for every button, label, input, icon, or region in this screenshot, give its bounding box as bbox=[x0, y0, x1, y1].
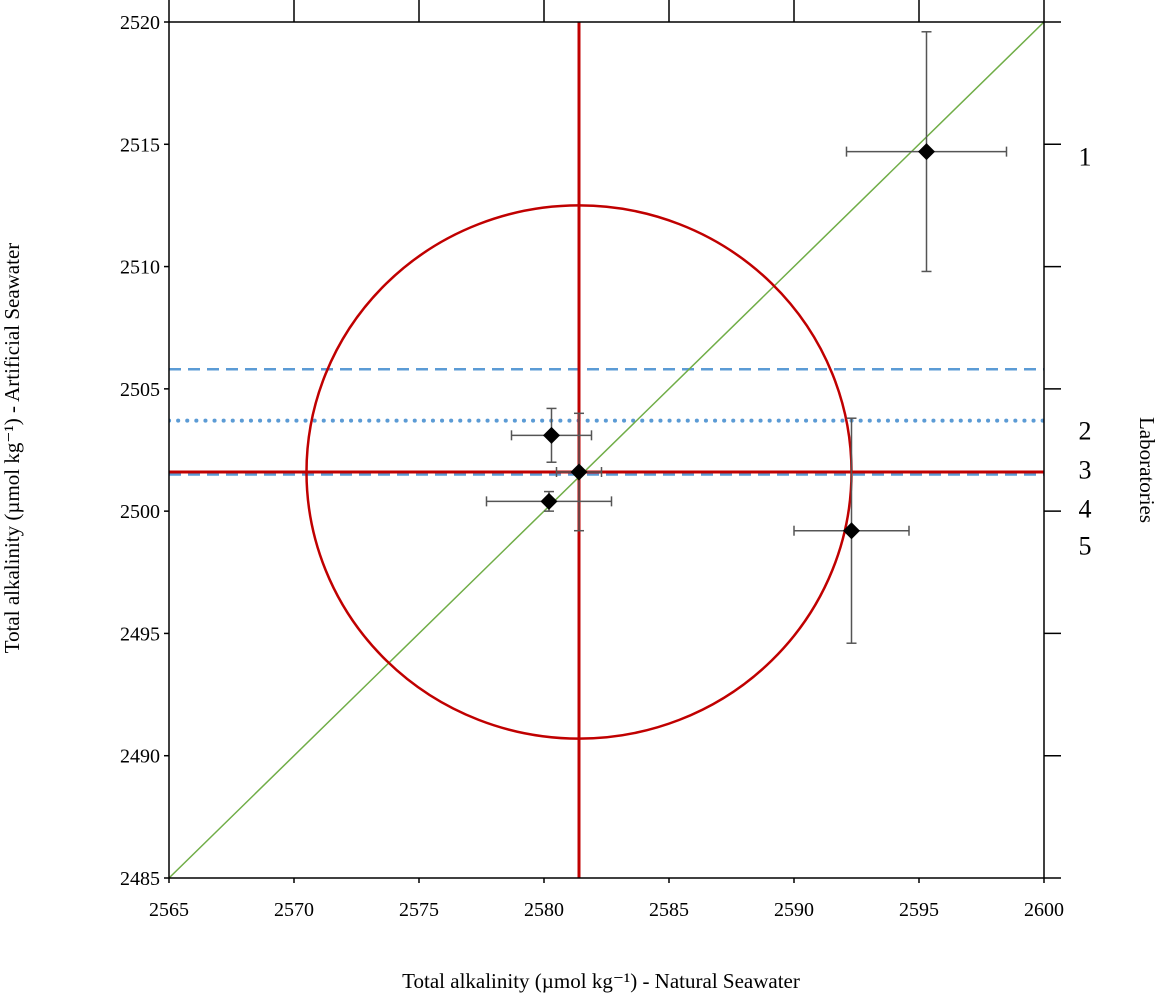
x-tick-label: 2585 bbox=[649, 899, 689, 921]
y-tick-label: 2515 bbox=[120, 134, 160, 156]
diamond-marker bbox=[570, 463, 588, 481]
data-point-1 bbox=[845, 31, 1008, 273]
reference-layer bbox=[169, 22, 1044, 878]
x-tick-label: 2570 bbox=[274, 899, 314, 921]
y-tick-label: 2495 bbox=[120, 623, 160, 645]
axes: 2565 2570 2575 2580 2585 2590 2595 2600 2485 2490… bbox=[120, 0, 1064, 921]
right-axis-title: Laboratories bbox=[1135, 417, 1159, 523]
data-point-5 bbox=[793, 417, 910, 644]
x-tick-label: 2565 bbox=[149, 899, 189, 921]
y-tick-label: 2500 bbox=[120, 501, 160, 523]
y-tick-label: 2485 bbox=[120, 868, 160, 890]
data-point-4 bbox=[485, 490, 613, 512]
lab-label-4: 4 bbox=[1079, 495, 1092, 524]
diamond-marker bbox=[843, 522, 860, 540]
x-tick-label: 2575 bbox=[399, 899, 439, 921]
diamond-marker bbox=[918, 143, 935, 161]
lab-label-1: 1 bbox=[1079, 143, 1092, 172]
y-tick-label: 2520 bbox=[120, 12, 160, 34]
data-point-layer bbox=[485, 31, 1008, 644]
data-point-2 bbox=[510, 407, 593, 463]
identity-line bbox=[169, 22, 1044, 878]
x-axis-title: Total alkalinity (µmol kg⁻¹) - Natural S… bbox=[402, 969, 800, 993]
data-point-3 bbox=[555, 412, 603, 532]
x-tick-label: 2590 bbox=[774, 899, 814, 921]
lab-label-layer: 1 2 3 4 5 bbox=[1079, 143, 1092, 561]
lab-label-2: 2 bbox=[1079, 416, 1092, 445]
diamond-marker bbox=[540, 492, 558, 510]
x-tick-label: 2600 bbox=[1024, 899, 1064, 921]
diamond-marker bbox=[543, 426, 560, 444]
x-tick-label: 2580 bbox=[524, 899, 564, 921]
lab-label-5: 5 bbox=[1079, 531, 1092, 560]
y-tick-label: 2505 bbox=[120, 379, 160, 401]
y-tick-label: 2490 bbox=[120, 746, 160, 768]
x-tick-label: 2595 bbox=[899, 899, 939, 921]
y-axis-title: Total alkalinity (µmol kg⁻¹) - Artificia… bbox=[0, 243, 24, 654]
y-tick-label: 2510 bbox=[120, 257, 160, 279]
lab-label-3: 3 bbox=[1079, 456, 1092, 485]
